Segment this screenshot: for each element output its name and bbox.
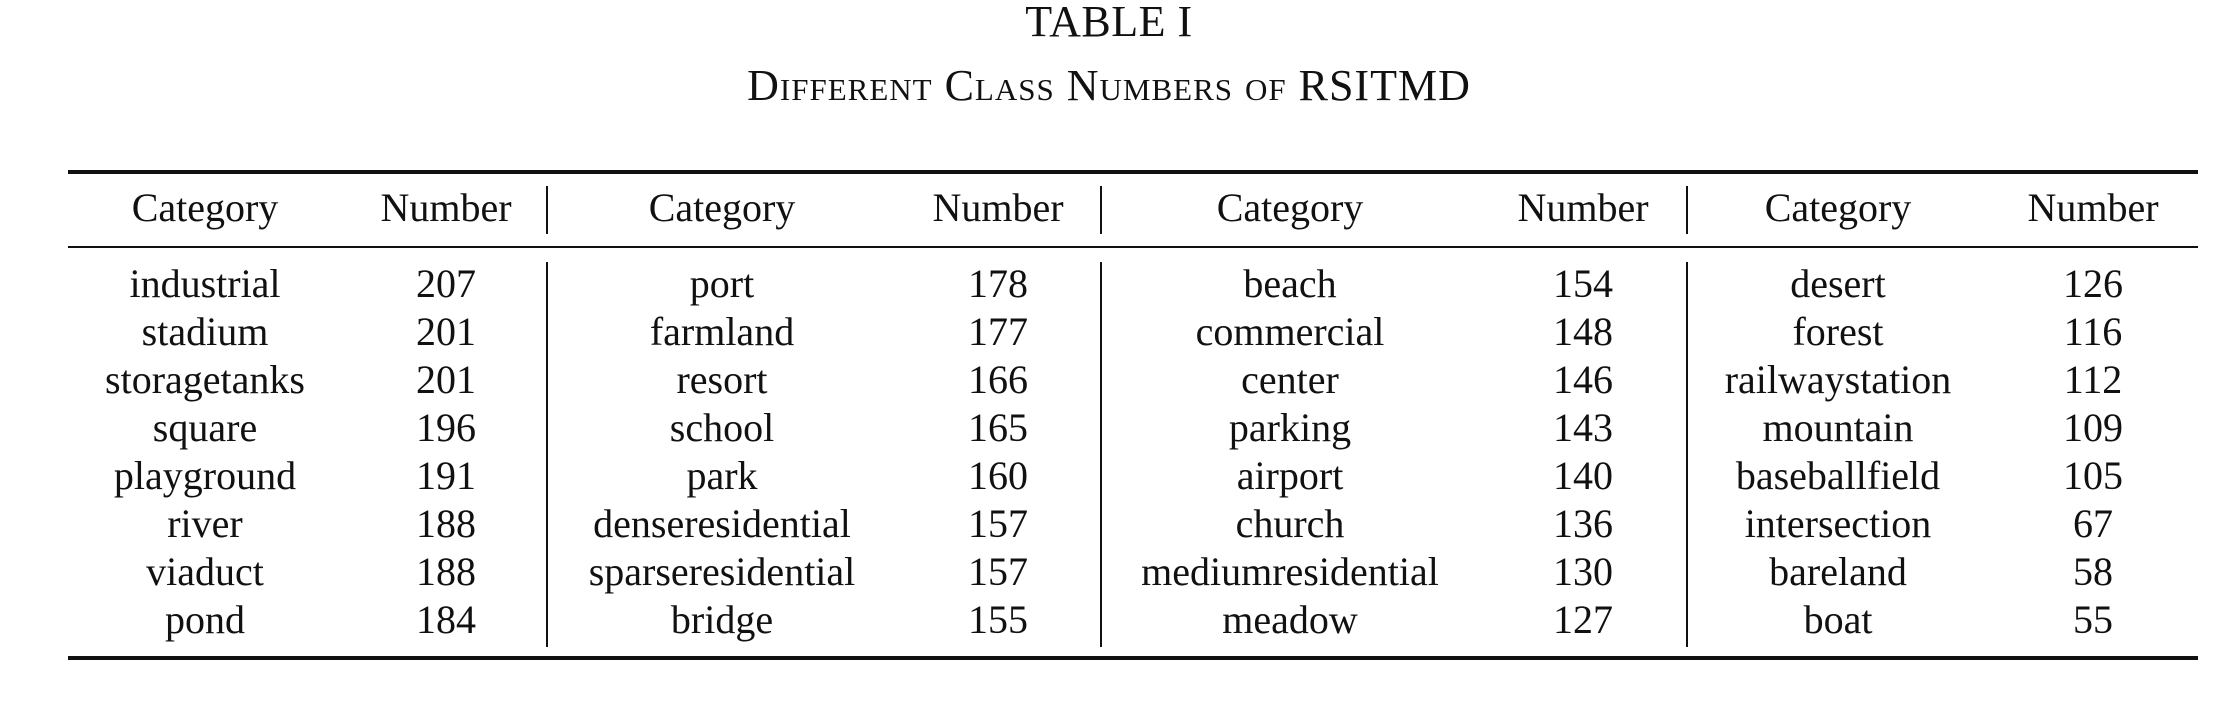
- number-cell: 157: [968, 501, 1028, 546]
- number-cell: 201: [416, 309, 476, 354]
- number-cell: 177: [968, 309, 1028, 354]
- number-cell: 166: [968, 357, 1028, 402]
- number-cell: 116: [2063, 309, 2123, 354]
- column-separator: [546, 262, 548, 647]
- category-cell: boat: [1803, 597, 1873, 642]
- number-cell: 127: [1553, 597, 1613, 642]
- category-cell: playground: [113, 453, 297, 498]
- category-cell: center: [1241, 357, 1339, 402]
- category-cell: viaduct: [146, 549, 264, 594]
- column-separator: [1100, 262, 1102, 647]
- header-number: Number: [1517, 185, 1649, 230]
- number-cell: 184: [416, 597, 476, 642]
- number-cell: 67: [2073, 501, 2113, 546]
- number-cell: 188: [416, 501, 476, 546]
- category-cell: intersection: [1744, 501, 1932, 546]
- category-cell: resort: [676, 357, 768, 402]
- number-cell: 148: [1553, 309, 1613, 354]
- number-cell: 130: [1553, 549, 1613, 594]
- column-separator: [1100, 186, 1102, 234]
- number-cell: 191: [416, 453, 476, 498]
- category-cell: railwaystation: [1724, 357, 1952, 402]
- number-cell: 136: [1553, 501, 1613, 546]
- number-cell: 160: [968, 453, 1028, 498]
- category-cell: sparseresidential: [588, 549, 856, 594]
- header-number: Number: [2027, 185, 2159, 230]
- category-cell: desert: [1790, 261, 1886, 306]
- category-cell: school: [669, 405, 775, 450]
- category-cell: denseresidential: [593, 501, 851, 546]
- category-cell: industrial: [129, 261, 281, 306]
- header-number: Number: [932, 185, 1064, 230]
- table-number: TABLE I: [1025, 0, 1193, 46]
- header-category: Category: [131, 185, 279, 230]
- number-cell: 201: [416, 357, 476, 402]
- number-cell: 143: [1553, 405, 1613, 450]
- category-cell: square: [152, 405, 258, 450]
- category-cell: baseballfield: [1735, 453, 1941, 498]
- number-cell: 126: [2063, 261, 2123, 306]
- category-cell: forest: [1792, 309, 1884, 354]
- category-cell: commercial: [1195, 309, 1385, 354]
- category-cell: parking: [1228, 405, 1352, 450]
- number-cell: 165: [968, 405, 1028, 450]
- header-number: Number: [380, 185, 512, 230]
- header-category: Category: [1764, 185, 1912, 230]
- category-cell: storagetanks: [105, 357, 305, 402]
- category-cell: bareland: [1769, 549, 1907, 594]
- category-cell: airport: [1236, 453, 1344, 498]
- category-cell: church: [1235, 501, 1345, 546]
- top-rule: [68, 170, 2198, 174]
- table-caption: Different Class Numbers of RSITMD: [747, 61, 1471, 110]
- number-cell: 112: [2063, 357, 2123, 402]
- category-cell: mountain: [1762, 405, 1914, 450]
- category-cell: pond: [165, 597, 245, 642]
- category-cell: stadium: [141, 309, 269, 354]
- category-cell: beach: [1243, 261, 1337, 306]
- category-cell: mediumresidential: [1141, 549, 1439, 594]
- number-cell: 109: [2063, 405, 2123, 450]
- category-cell: port: [689, 261, 755, 306]
- number-cell: 105: [2063, 453, 2123, 498]
- number-cell: 157: [968, 549, 1028, 594]
- number-cell: 178: [968, 261, 1028, 306]
- number-cell: 58: [2073, 549, 2113, 594]
- number-cell: 155: [968, 597, 1028, 642]
- category-cell: farmland: [649, 309, 795, 354]
- column-separator: [1686, 186, 1688, 234]
- number-cell: 188: [416, 549, 476, 594]
- column-separator: [546, 186, 548, 234]
- header-rule: [68, 246, 2198, 248]
- number-cell: 55: [2073, 597, 2113, 642]
- category-cell: park: [686, 453, 758, 498]
- number-cell: 207: [416, 261, 476, 306]
- number-cell: 140: [1553, 453, 1613, 498]
- category-cell: meadow: [1222, 597, 1358, 642]
- category-cell: bridge: [670, 597, 774, 642]
- category-cell: river: [167, 501, 243, 546]
- column-separator: [1686, 262, 1688, 647]
- header-category: Category: [648, 185, 796, 230]
- number-cell: 146: [1553, 357, 1613, 402]
- header-category: Category: [1216, 185, 1364, 230]
- bottom-rule: [68, 656, 2198, 660]
- number-cell: 154: [1553, 261, 1613, 306]
- number-cell: 196: [416, 405, 476, 450]
